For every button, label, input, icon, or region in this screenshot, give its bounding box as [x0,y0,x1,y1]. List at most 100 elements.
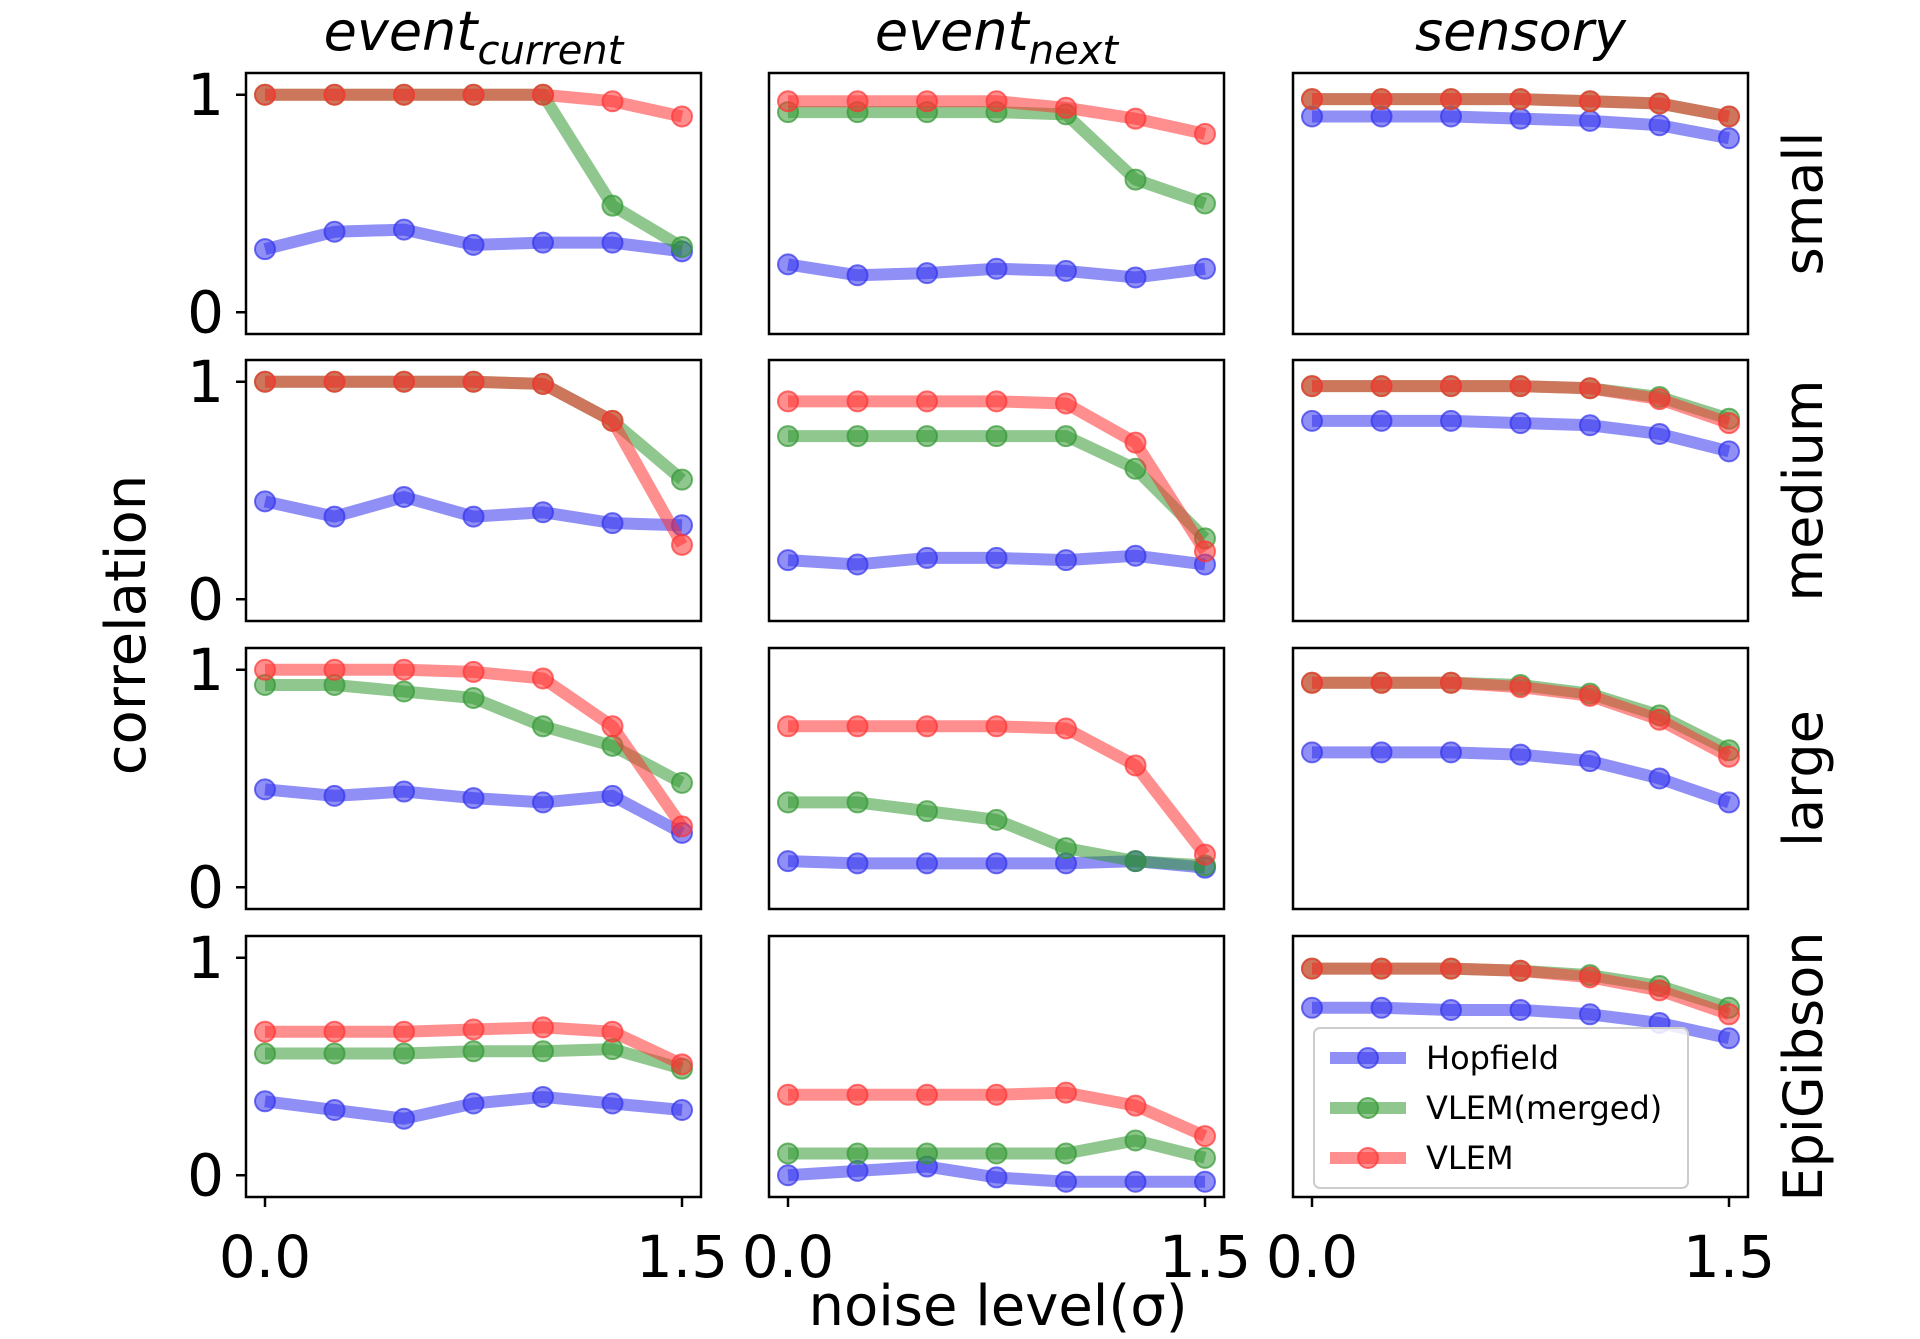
panel-frame [767,71,1226,336]
data-point [1718,1003,1740,1026]
row-label-epigibson: EpiGibson [1772,932,1835,1202]
data-point [393,658,415,681]
data-point [532,1016,554,1039]
data-point [1055,1081,1077,1104]
data-point [393,1020,415,1043]
data-point [393,486,415,509]
data-point [601,715,624,738]
data-point [323,220,346,243]
data-point [323,1099,346,1121]
data-point [846,1083,869,1106]
data-point [462,1040,485,1063]
series-line-vlem [788,720,1210,859]
data-point [1055,1170,1077,1193]
data-point [532,667,554,690]
panel-small-event_current [244,71,703,336]
data-point [254,490,276,513]
legend-entry-label: VLEM [1426,1139,1514,1177]
data-point [1055,717,1077,740]
data-point [1055,549,1077,572]
data-point [1648,92,1671,115]
data-point [1579,109,1601,132]
data-point [1440,375,1462,398]
data-point [1055,837,1077,860]
data-point [1301,375,1323,398]
data-point [254,238,276,261]
data-point [601,1020,624,1043]
data-point [777,1083,799,1106]
data-point [1194,192,1216,215]
data-point [601,231,624,254]
data-point [1055,392,1077,415]
data-point [393,83,415,106]
data-point [846,553,869,576]
data-point [462,233,485,256]
panel-frame [767,646,1226,911]
legend-swatch-marker [1357,1047,1379,1069]
data-point [985,257,1008,280]
y-tick-label: 1 [187,348,224,416]
data-point [671,533,693,556]
data-point [1055,425,1077,448]
data-point [254,370,276,393]
data-point [1124,1170,1147,1193]
row-label-small: small [1772,132,1835,276]
data-point [916,90,938,113]
data-point [393,680,415,703]
x-tick-label: 0.0 [1266,1223,1358,1291]
data-point [462,83,485,106]
data-point [985,546,1008,569]
data-point [671,468,693,491]
data-point [846,852,869,875]
y-tick-label: 0 [187,1141,224,1209]
data-point [323,784,346,807]
data-point [601,90,624,113]
column-title-sensory: sensory [1415,0,1627,63]
x-axis-label: noise level(σ) [808,1274,1187,1339]
data-point [777,791,799,814]
y-tick-label: 1 [187,61,224,129]
data-point [1301,409,1323,432]
panel-frame [244,646,703,911]
data-point [1370,671,1393,694]
data-point [393,1107,415,1130]
data-point [1055,259,1077,282]
data-point [1055,1142,1077,1165]
data-point [532,372,554,395]
data-point [846,791,869,814]
data-point [916,1142,938,1165]
data-point [393,218,415,241]
panel-epigibson-event_next [767,934,1226,1199]
panel-frame [767,934,1226,1199]
data-point [1124,1129,1147,1152]
data-point [462,687,485,710]
data-point [916,715,938,738]
data-point [1301,671,1323,694]
data-point [1124,544,1147,567]
panel-frame [1291,646,1750,911]
panel-frame [1291,934,1750,1199]
data-point [1124,266,1147,289]
data-point [985,90,1008,113]
x-tick-label: 0.0 [219,1223,311,1291]
data-point [254,1020,276,1043]
panel-medium-sensory [1291,358,1750,623]
data-point [1124,168,1147,191]
data-point [1579,684,1601,707]
panel-medium-event_current [244,358,703,623]
panel-frame [244,358,703,623]
row-label-large: large [1772,710,1835,847]
data-point [916,262,938,285]
legend-box [1313,1027,1689,1189]
data-point [1718,1027,1740,1050]
data-point [1509,412,1532,435]
data-point [671,815,693,838]
data-point [1579,414,1601,437]
data-point [846,264,869,287]
data-point [254,778,276,801]
data-point [1648,114,1671,137]
row-label-medium: medium [1772,380,1835,602]
data-point [985,390,1008,413]
data-point [532,501,554,524]
